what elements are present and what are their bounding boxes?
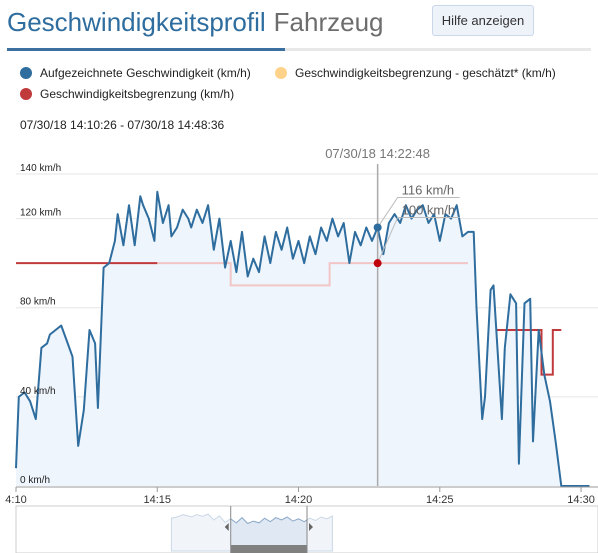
navigator-mask-right [307,507,597,552]
tooltip-speed-leader [377,196,460,228]
crosshair-time-label: 07/30/18 14:22:48 [325,146,430,161]
page-title-text: Geschwindigkeitsprofil [7,7,266,37]
series-line-estimated-limit [157,262,468,287]
navigator-mask-left [17,507,231,552]
y-axis-labels: 0 km/h 40 km/h 80 km/h 120 km/h 140 km/h [20,163,61,486]
time-range: 07/30/18 14:10:26 - 07/30/18 14:48:36 [20,118,225,132]
y-tick-label: 120 km/h [20,208,61,219]
x-tick-label: 14:15 [143,494,171,506]
crosshair: 07/30/18 14:22:48 116 km/h 100 km/h [325,146,460,486]
x-tick-label: 4:10 [5,494,26,506]
legend-dot-estimated-icon [275,67,287,79]
x-tick-label: 14:25 [426,494,454,506]
speed-area-fill [16,191,590,487]
legend-item-speed-limit[interactable]: Geschwindigkeitsbegrenzung (km/h) [20,87,234,101]
x-tick-label: 14:20 [285,494,313,506]
y-tick-label: 140 km/h [20,163,61,174]
legend-dot-limit-icon [20,88,32,100]
y-tick-label: 80 km/h [20,297,56,308]
legend-label-recorded: Aufgezeichnete Geschwindigkeit (km/h) [40,66,251,80]
tooltip-speed-label: 116 km/h [402,182,455,197]
help-button[interactable]: Hilfe anzeigen [432,5,534,36]
navigator-scrollbar-thumb[interactable] [230,545,307,553]
navigator-handle-right-icon[interactable] [309,523,313,531]
legend-item-estimated-limit[interactable]: Geschwindigkeitsbegrenzung - geschätzt* … [275,66,556,80]
crosshair-limit-point [373,259,382,268]
title-underline-accent [7,48,285,51]
page-subtitle: Fahrzeug [273,7,384,37]
speed-chart[interactable]: 0 km/h 40 km/h 80 km/h 120 km/h 140 km/h 4:1… [0,140,598,553]
x-axis-labels: 4:10 14:15 14:20 14:25 14:30 [5,487,595,506]
navigator[interactable] [15,505,598,553]
legend-dot-recorded-icon [20,67,32,79]
tooltip-limit-leader [377,216,460,264]
navigator-handle-left-icon[interactable] [224,523,229,531]
legend-label-limit: Geschwindigkeitsbegrenzung (km/h) [40,87,235,101]
header: Geschwindigkeitsprofil Fahrzeug Hilfe anz… [7,4,591,50]
series-line-speed-limit-late [496,329,562,376]
page-title: Geschwindigkeitsprofil Fahrzeug [7,7,384,38]
series-line-recorded-speed [15,190,590,487]
series-lines [15,190,590,487]
legend-label-estimated: Geschwindigkeitsbegrenzung - geschätzt* … [295,66,556,80]
title-underline [7,48,591,51]
crosshair-speed-point [373,223,382,232]
tooltip-limit-label: 100 km/h [402,202,455,217]
y-tick-label: 0 km/h [20,475,50,486]
x-tick-label: 14:30 [567,494,595,506]
legend-item-recorded-speed[interactable]: Aufgezeichnete Geschwindigkeit (km/h) [20,66,251,80]
y-tick-label: 40 km/h [20,386,56,397]
